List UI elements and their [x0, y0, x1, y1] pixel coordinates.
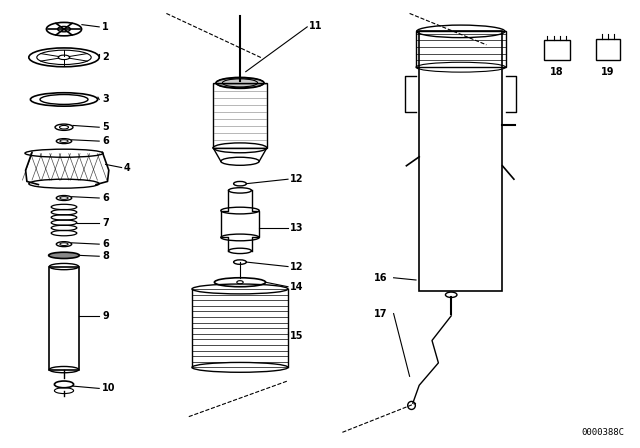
Text: 17: 17: [374, 309, 387, 319]
Text: 9: 9: [102, 311, 109, 321]
Text: 12: 12: [290, 262, 303, 271]
Text: 4: 4: [124, 163, 131, 172]
Text: 16: 16: [374, 273, 387, 283]
Text: 12: 12: [290, 174, 303, 184]
Text: 6: 6: [102, 193, 109, 203]
Text: 2: 2: [102, 52, 109, 62]
Text: 3: 3: [102, 95, 109, 104]
Bar: [416, 31, 506, 67]
Ellipse shape: [216, 77, 264, 89]
Text: 6: 6: [102, 239, 109, 249]
Bar: [419, 31, 502, 291]
Text: 0000388C: 0000388C: [581, 428, 624, 437]
Text: 8: 8: [102, 251, 109, 261]
Bar: [544, 40, 570, 60]
Text: 14: 14: [290, 282, 303, 292]
Text: 10: 10: [102, 383, 116, 393]
Text: 13: 13: [290, 224, 303, 233]
Text: 11: 11: [309, 21, 323, 31]
Bar: [213, 83, 267, 148]
Text: 1: 1: [102, 22, 109, 32]
Text: 19: 19: [601, 67, 615, 77]
Ellipse shape: [49, 252, 79, 258]
Text: 6: 6: [102, 136, 109, 146]
Text: 18: 18: [550, 67, 564, 77]
Text: 15: 15: [290, 331, 303, 341]
Text: 7: 7: [102, 218, 109, 228]
Bar: [49, 267, 79, 370]
Bar: [596, 39, 620, 60]
Text: 5: 5: [102, 122, 109, 132]
